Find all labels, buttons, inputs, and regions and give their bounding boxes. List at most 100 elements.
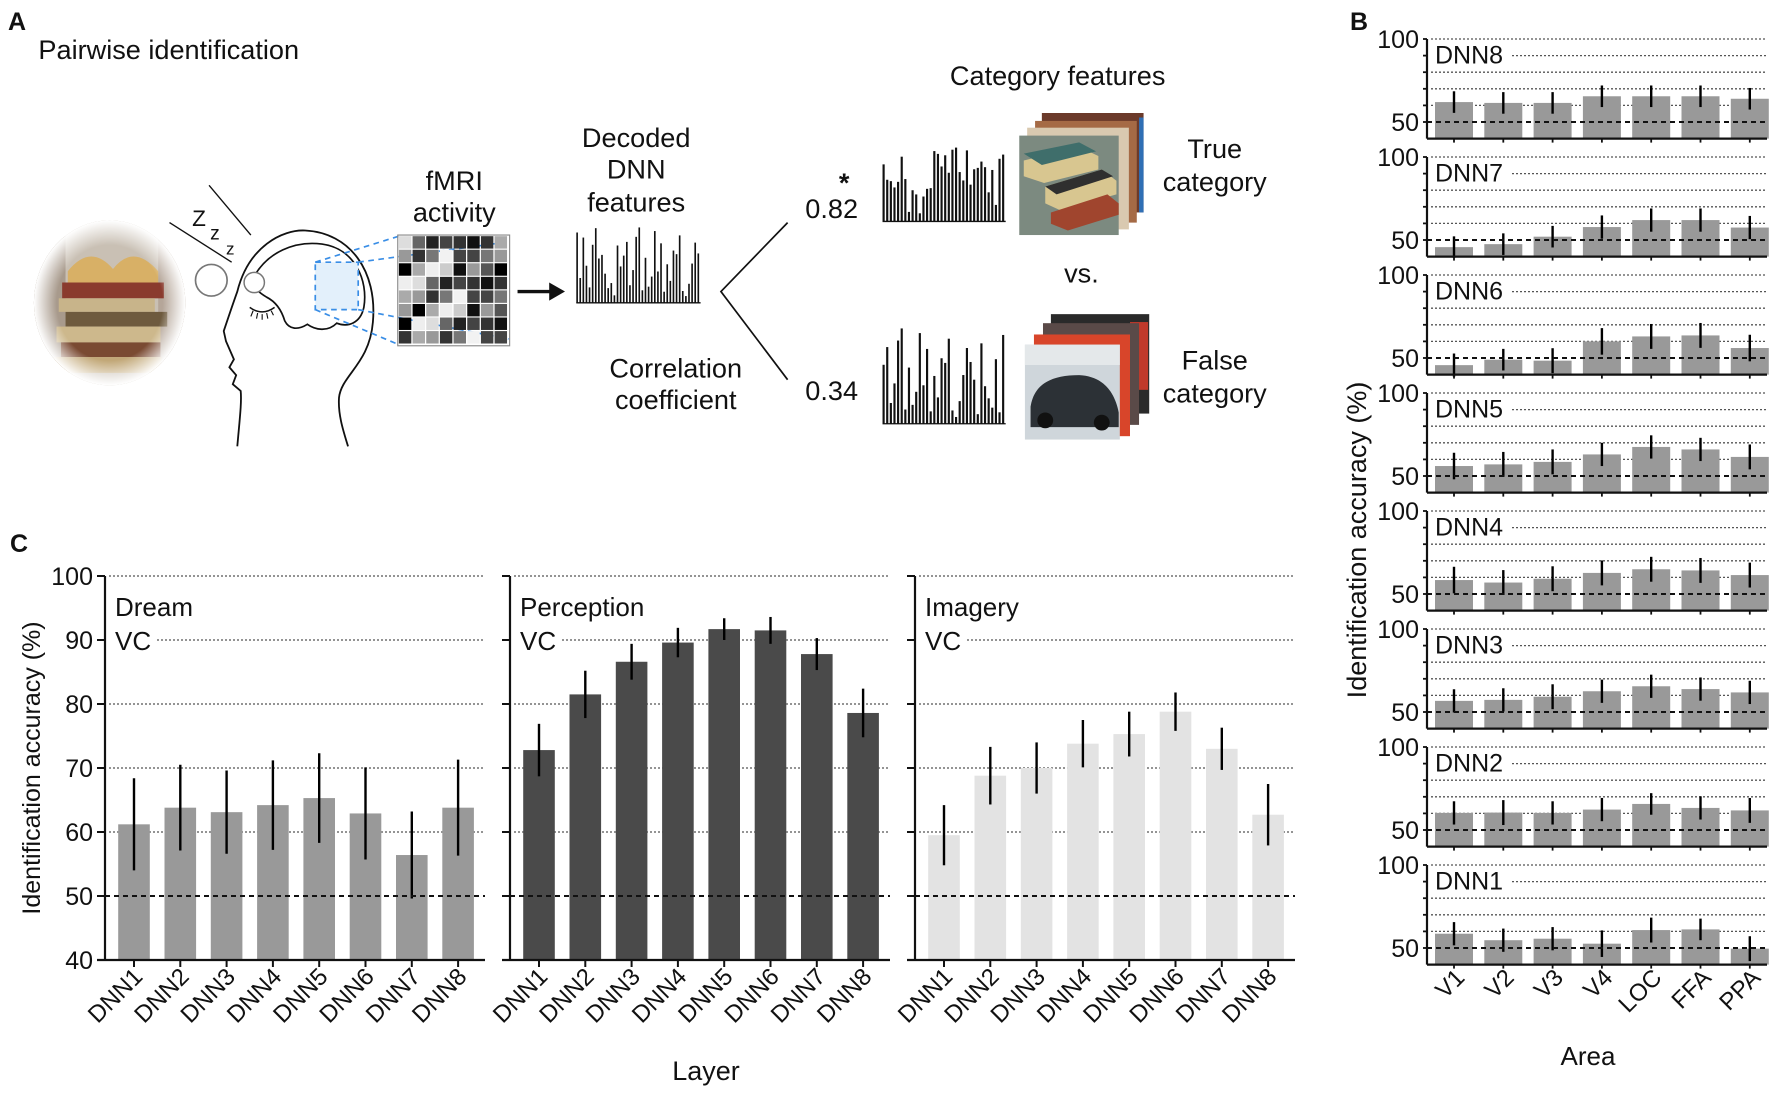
- decoded-label-line1: Decoded: [582, 122, 691, 153]
- area-tick-label: V4: [1578, 964, 1618, 1004]
- layer-title: DNN2: [1435, 750, 1503, 778]
- feature-bar: [904, 409, 907, 424]
- area-tick-label: V1: [1430, 964, 1470, 1004]
- chart-imagery: DNN1DNN2DNN3DNN4DNN5DNN6DNN7DNN8ImageryV…: [893, 575, 1295, 1028]
- thought-bubble-icon: [194, 263, 228, 297]
- layer-title: DNN4: [1435, 514, 1503, 542]
- voxel-cell: [439, 331, 453, 344]
- feature-bar: [904, 179, 907, 222]
- feature-bar: [585, 265, 588, 303]
- y-tick-label: 100: [1377, 852, 1419, 880]
- voxel-cell: [398, 290, 412, 303]
- feature-bar: [619, 266, 622, 303]
- feature-bar: [900, 156, 903, 222]
- voxel-cell: [412, 290, 425, 303]
- feature-bar: [626, 241, 628, 303]
- pairwise-title: Pairwise identification: [38, 34, 299, 65]
- feature-bar: [882, 364, 885, 424]
- bar-dnn5: [708, 629, 740, 960]
- voxel-cell: [453, 317, 467, 330]
- y-tick-label: 50: [1391, 817, 1419, 845]
- bar-dnn8: [847, 712, 879, 960]
- voxel-cell: [494, 263, 508, 276]
- voxel-cell: [426, 263, 439, 276]
- panel-b-xlabel: Area: [1561, 1041, 1616, 1071]
- feature-bar: [965, 348, 969, 424]
- panel-label-a: A: [8, 8, 26, 36]
- voxel-cell: [426, 249, 439, 263]
- feature-bar: [1002, 154, 1005, 222]
- sleep-z-1: Z: [192, 206, 206, 231]
- y-tick-label: 100: [1377, 262, 1419, 290]
- subplot-dnn8: 100 50 DNN8: [1377, 26, 1769, 143]
- y-tick-label: 50: [1391, 345, 1419, 373]
- voxel-cell: [453, 331, 467, 344]
- feature-bar: [889, 402, 892, 424]
- voxel-cell: [494, 303, 508, 317]
- feature-bar: [911, 190, 914, 222]
- feature-bar: [929, 411, 932, 424]
- feature-bar: [663, 291, 665, 303]
- voxel-cell: [439, 236, 453, 249]
- feature-bar: [886, 179, 889, 222]
- fmri-label-line1: fMRI: [426, 165, 483, 196]
- y-tick-label: 50: [1391, 463, 1419, 491]
- feature-bar: [576, 232, 578, 303]
- feature-bar: [613, 295, 616, 303]
- voxel-cell: [439, 249, 453, 263]
- feature-bar: [922, 196, 925, 222]
- x-tick-label: DNN8: [1217, 963, 1282, 1028]
- voxel-cell: [412, 303, 425, 317]
- feature-bar: [951, 410, 954, 424]
- feature-bar: [915, 194, 918, 222]
- roi-label: VC: [115, 626, 151, 656]
- voxel-cell: [412, 236, 425, 249]
- bar-dnn3: [1020, 768, 1053, 960]
- voxel-cell: [480, 276, 494, 290]
- layer-title: DNN1: [1435, 868, 1503, 896]
- feature-bar: [675, 254, 678, 303]
- voxel-cell: [480, 249, 494, 263]
- condition-title: Dream: [115, 592, 193, 622]
- bar-dnn3: [615, 661, 648, 960]
- panel-c-layer-accuracy: Identification accuracy (%) Layer DNN1DN…: [18, 563, 1295, 1086]
- panel-b-ylabel: Identification accuracy (%): [1342, 382, 1372, 699]
- feature-bar: [958, 172, 961, 222]
- panel-label-b: B: [1350, 8, 1368, 36]
- voxel-cell: [467, 249, 480, 263]
- feature-bar: [958, 401, 961, 424]
- layer-title: DNN3: [1435, 632, 1503, 660]
- category-features-label: Category features: [950, 60, 1166, 91]
- decoded-label-line2: DNN: [607, 154, 666, 185]
- panel-label-c: C: [10, 530, 28, 558]
- voxel-cell: [467, 331, 480, 344]
- voxel-cell: [467, 290, 480, 303]
- feature-bar: [987, 398, 990, 424]
- voxel-cell: [467, 276, 480, 290]
- condition-title: Perception: [520, 592, 644, 622]
- true-category-label-line1: True: [1187, 133, 1242, 164]
- area-tick-label: PPA: [1714, 964, 1766, 1016]
- voxel-cell: [398, 236, 412, 249]
- feature-bar: [657, 271, 659, 303]
- bar-dnn7: [1206, 748, 1238, 960]
- area-tick-label: LOC: [1613, 964, 1667, 1018]
- voxel-cell: [439, 303, 453, 317]
- feature-bar: [604, 273, 606, 303]
- feature-bar: [998, 412, 1001, 424]
- voxel-cell: [494, 331, 508, 344]
- voxel-cell: [467, 317, 480, 330]
- subplot-dnn3: 100 50 DNN3: [1377, 616, 1769, 733]
- true-category-label-line2: category: [1163, 166, 1267, 197]
- feature-bar: [915, 391, 918, 424]
- true-correlation-value: 0.82: [805, 193, 858, 224]
- feature-bar: [678, 235, 681, 303]
- feature-bar: [647, 286, 650, 303]
- bar-dnn2: [569, 694, 602, 960]
- condition-title: Imagery: [925, 592, 1019, 622]
- y-tick-label: 70: [65, 755, 93, 783]
- y-tick-label: 100: [1377, 498, 1419, 526]
- voxel-cell: [412, 317, 425, 330]
- feature-bar: [660, 243, 662, 303]
